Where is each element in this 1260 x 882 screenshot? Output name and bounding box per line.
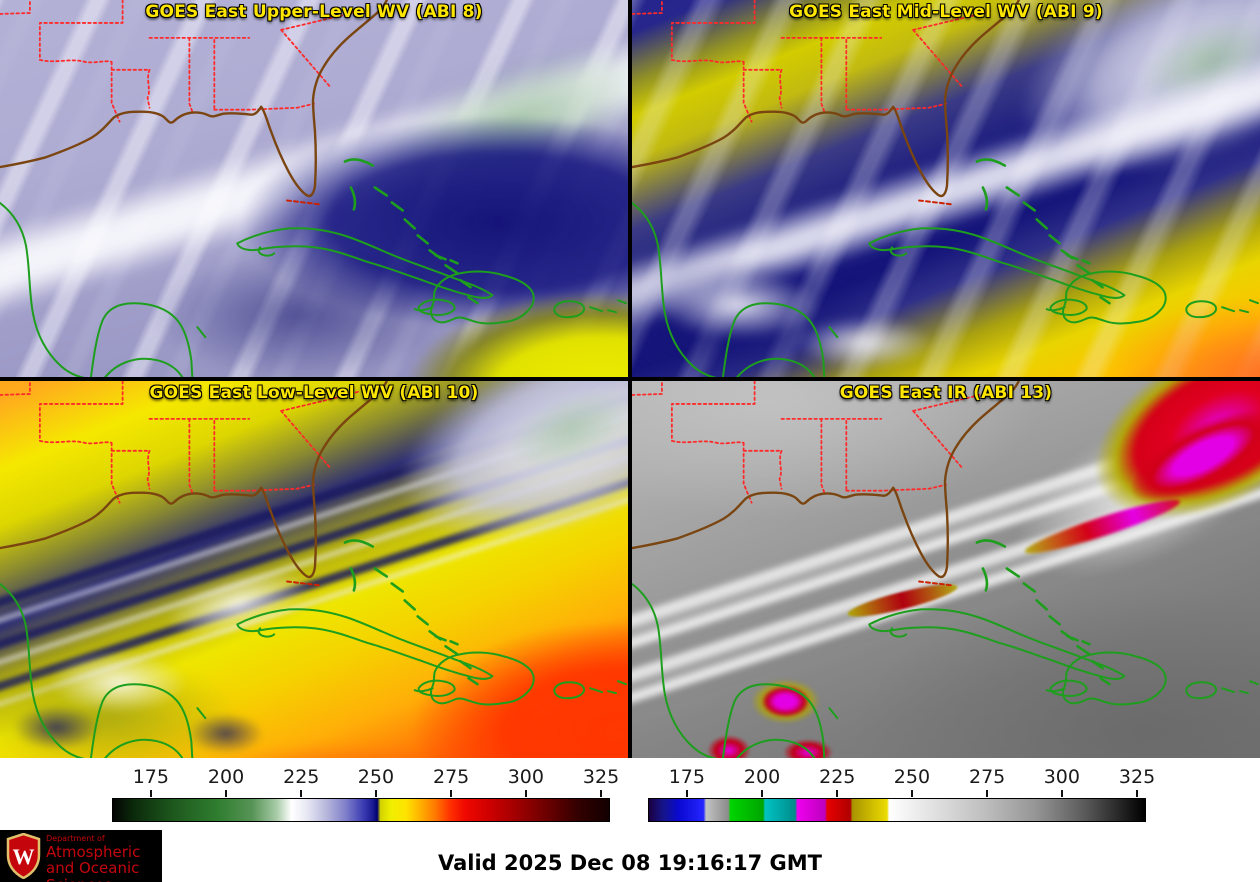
bahamas-islands [343,539,479,686]
bahamas-islands [343,158,479,305]
tick-label: 250 [357,766,395,788]
tick-label: 200 [207,766,245,788]
panel-low-level-wv: GOES East Low-Level WV (ABI 10) [0,381,628,758]
panel-grid: GOES East Upper-Level WV (ABI 8) GOES Ea… [0,0,1260,758]
puerto-rico-coastline [1185,299,1260,319]
panel-title: GOES East Mid-Level WV (ABI 9) [789,2,1103,22]
tick-mark [1060,790,1063,797]
tick-label: 175 [132,766,169,788]
us-coastline [0,381,389,579]
tick-mark [524,790,527,797]
uw-crest-icon: W [6,833,41,879]
tick-label: 300 [1043,766,1080,788]
puerto-rico-coastline [1185,680,1260,700]
colorbar-tick-marks [112,790,610,798]
svg-text:W: W [13,844,35,869]
logo-line-1: Atmospheric [46,842,141,861]
map-overlay [0,0,628,377]
tick-mark [149,790,152,797]
mexico-yucatan-coastline [0,582,207,758]
tick-label: 325 [1118,766,1156,788]
tick-mark [374,790,377,797]
bahamas-islands [975,539,1111,686]
tick-label: 225 [819,766,856,788]
tick-label: 275 [968,766,1006,788]
colorbar-tick-marks [648,790,1146,798]
jamaica-coastline [417,298,456,316]
tick-mark [600,790,603,797]
colorbar-tick-labels: 175 200 225 250 275 300 325 [648,762,1155,790]
mexico-yucatan-coastline [0,201,207,377]
puerto-rico-coastline [553,680,628,700]
bahamas-islands [975,158,1111,305]
jamaica-coastline [1049,298,1088,316]
us-coastline [632,381,1021,579]
florida-keys [286,199,322,206]
tick-mark [1136,790,1139,797]
tick-label: 275 [432,766,470,788]
panel-title: GOES East IR (ABI 13) [839,383,1053,403]
panel-title: GOES East Low-Level WV (ABI 10) [149,383,479,403]
colorbar-gradient-wv [112,798,610,822]
tick-label: 325 [582,766,620,788]
logo-dept-line: Department of [46,834,105,843]
panel-ir: GOES East IR (ABI 13) [632,381,1260,758]
jamaica-coastline [1049,679,1088,697]
colorbar-tick-labels: 175 200 225 250 275 300 325 [112,762,619,790]
map-overlay [632,0,1260,377]
panel-mid-level-wv: GOES East Mid-Level WV (ABI 9) [632,0,1260,377]
tick-label: 200 [743,766,781,788]
tick-mark [910,790,913,797]
map-overlay [0,381,628,758]
mexico-yucatan-coastline [632,582,839,758]
logo-text: Department of Atmospheric and Oceanic Sc… [46,834,162,882]
colorbar-ir: 175 200 225 250 275 300 325 [648,762,1155,824]
valid-timestamp: Valid 2025 Dec 08 19:16:17 GMT [438,851,822,875]
tick-mark [450,790,453,797]
tick-mark [685,790,688,797]
mexico-yucatan-coastline [632,201,839,377]
florida-keys [918,580,954,587]
colorbar-wv: 175 200 225 250 275 300 325 [112,762,619,824]
tick-mark [761,790,764,797]
florida-keys [286,580,322,587]
jamaica-coastline [417,679,456,697]
colorbar-gradient-ir [648,798,1146,822]
tick-mark [986,790,989,797]
panel-title: GOES East Upper-Level WV (ABI 8) [145,2,483,22]
tick-mark [836,790,839,797]
tick-label: 250 [893,766,931,788]
us-coastline [632,0,1021,198]
tick-label: 225 [283,766,320,788]
puerto-rico-coastline [553,299,628,319]
tick-label: 175 [668,766,705,788]
logo-line-2: and Oceanic Sciences [46,859,140,882]
map-overlay [632,381,1260,758]
uw-aos-logo: W Department of Atmospheric and Oceanic … [0,830,162,882]
tick-mark [225,790,228,797]
panel-upper-level-wv: GOES East Upper-Level WV (ABI 8) [0,0,628,377]
florida-keys [918,199,954,206]
tick-mark [300,790,303,797]
tick-label: 300 [507,766,544,788]
us-coastline [0,0,389,198]
